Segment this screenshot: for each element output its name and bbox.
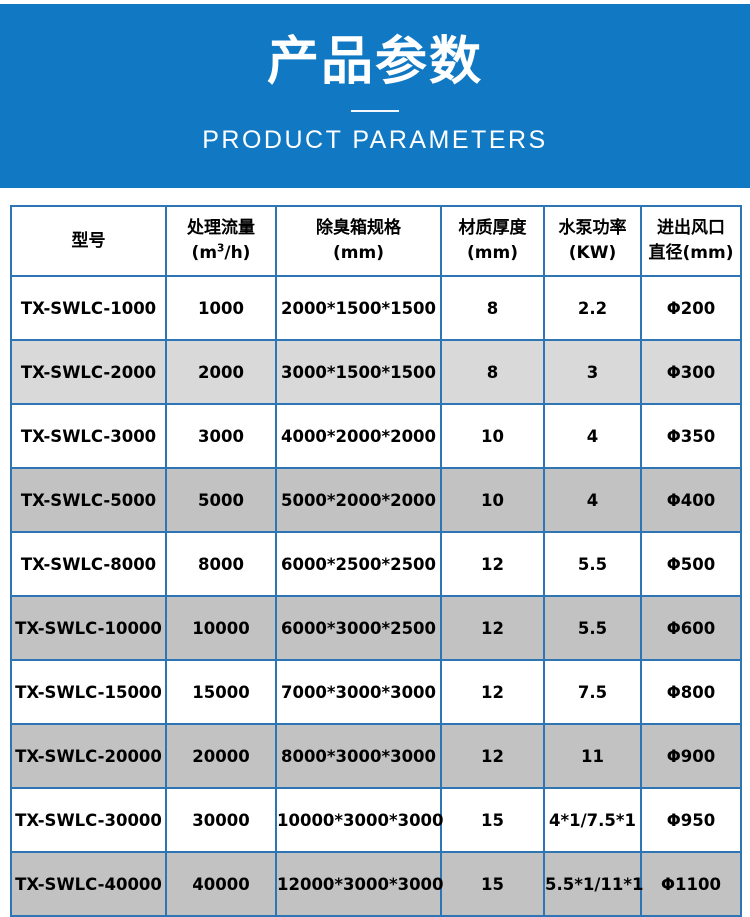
cell-model: TX-SWLC-30000 (10, 787, 167, 853)
cell-pump-power: 3 (543, 339, 642, 405)
cell-thickness: 15 (440, 787, 545, 853)
cell-box-spec: 12000*3000*3000 (275, 851, 444, 917)
cell-flow: 2000 (165, 339, 277, 405)
product-parameters-table: 型号 处理流量 (m3/h) 除臭箱规格 (mm) 材质厚度 (mm) 水泵功率… (10, 205, 742, 917)
cell-box-spec: 6000*3000*2500 (275, 595, 442, 661)
table-row: TX-SWLC-1000 1000 2000*1500*1500 8 2.2 Φ200 (10, 275, 742, 341)
cell-pump-power: 4*1/7.5*1 (543, 787, 642, 853)
cell-thickness: 10 (440, 467, 545, 533)
cell-flow: 8000 (165, 531, 277, 597)
column-header-pump-power-line1: 水泵功率 (558, 218, 627, 239)
cell-box-spec: 5000*2000*2000 (275, 467, 442, 533)
table-row: TX-SWLC-2000 2000 3000*1500*1500 8 3 Φ300 (10, 339, 742, 405)
cell-flow: 30000 (165, 787, 277, 853)
table-row: TX-SWLC-10000 10000 6000*3000*2500 12 5.5 Φ60… (10, 595, 742, 661)
cell-box-spec: 7000*3000*3000 (275, 659, 442, 725)
cell-model: TX-SWLC-5000 (10, 467, 167, 533)
cell-model: TX-SWLC-2000 (10, 339, 167, 405)
cell-thickness: 15 (440, 851, 545, 917)
cell-duct-diameter: Φ200 (640, 275, 742, 341)
column-header-duct-diameter: 进出风口 直径(mm) (640, 205, 742, 277)
column-header-thickness-line1: 材质厚度 (458, 218, 527, 239)
cell-duct-diameter: Φ400 (640, 467, 742, 533)
cell-box-spec: 4000*2000*2000 (275, 403, 442, 469)
cell-box-spec: 2000*1500*1500 (275, 275, 442, 341)
cell-thickness: 12 (440, 659, 545, 725)
table-body: TX-SWLC-1000 1000 2000*1500*1500 8 2.2 Φ200 TX… (10, 275, 742, 917)
cell-pump-power: 4 (543, 467, 642, 533)
cell-model: TX-SWLC-10000 (10, 595, 167, 661)
cell-model: TX-SWLC-40000 (10, 851, 167, 917)
column-header-flow: 处理流量 (m3/h) (165, 205, 277, 277)
cell-box-spec: 8000*3000*3000 (275, 723, 442, 789)
cell-duct-diameter: Φ800 (640, 659, 742, 725)
column-header-pump-power-line2: (KW) (568, 243, 617, 263)
cell-duct-diameter: Φ300 (640, 339, 742, 405)
table-row: TX-SWLC-8000 8000 6000*2500*2500 12 5.5 Φ500 (10, 531, 742, 597)
cell-duct-diameter: Φ900 (640, 723, 742, 789)
page-subtitle: PRODUCT PARAMETERS (202, 126, 548, 154)
column-header-box-spec-line2: (mm) (333, 243, 384, 263)
column-header-box-spec-line1: 除臭箱规格 (316, 218, 401, 239)
column-header-flow-line1: 处理流量 (187, 218, 255, 239)
column-header-flow-line2: (m3/h) (191, 242, 251, 263)
cell-flow: 3000 (165, 403, 277, 469)
cell-duct-diameter: Φ350 (640, 403, 742, 469)
table-row: TX-SWLC-30000 30000 10000*3000*3000 15 4*1/7… (10, 787, 742, 853)
cell-model: TX-SWLC-20000 (10, 723, 167, 789)
cell-flow: 40000 (165, 851, 277, 917)
cell-pump-power: 5.5 (543, 595, 642, 661)
cell-model: TX-SWLC-15000 (10, 659, 167, 725)
cell-pump-power: 2.2 (543, 275, 642, 341)
page-title: 产品参数 (266, 32, 483, 92)
table-header-row: 型号 处理流量 (m3/h) 除臭箱规格 (mm) 材质厚度 (mm) 水泵功率… (10, 205, 742, 277)
cell-pump-power: 4 (543, 403, 642, 469)
cell-duct-diameter: Φ1100 (640, 851, 742, 917)
cell-pump-power: 5.5*1/11*1 (543, 851, 643, 917)
column-header-thickness: 材质厚度 (mm) (440, 205, 545, 277)
title-divider (351, 110, 399, 112)
cell-flow: 15000 (165, 659, 277, 725)
cell-pump-power: 7.5 (543, 659, 642, 725)
cell-duct-diameter: Φ950 (640, 787, 742, 853)
table-row: TX-SWLC-5000 5000 5000*2000*2000 10 4 Φ400 (10, 467, 742, 533)
column-header-box-spec: 除臭箱规格 (mm) (275, 205, 442, 277)
cell-flow: 20000 (165, 723, 277, 789)
cell-thickness: 8 (440, 275, 545, 341)
cell-model: TX-SWLC-8000 (10, 531, 167, 597)
page-banner: 产品参数 PRODUCT PARAMETERS (0, 4, 750, 188)
cell-box-spec: 10000*3000*3000 (275, 787, 444, 853)
column-header-model: 型号 (10, 205, 167, 277)
column-header-duct-diameter-line1: 进出风口 (657, 218, 725, 239)
column-header-thickness-line2: (mm) (467, 243, 518, 263)
cell-box-spec: 3000*1500*1500 (275, 339, 442, 405)
cell-duct-diameter: Φ500 (640, 531, 742, 597)
cell-thickness: 10 (440, 403, 545, 469)
table-row: TX-SWLC-40000 40000 12000*3000*3000 15 5.5*1… (10, 851, 742, 917)
spec-table-container: 型号 处理流量 (m3/h) 除臭箱规格 (mm) 材质厚度 (mm) 水泵功率… (10, 205, 742, 917)
cell-duct-diameter: Φ600 (640, 595, 742, 661)
cell-thickness: 12 (440, 595, 545, 661)
cell-thickness: 12 (440, 531, 545, 597)
cell-model: TX-SWLC-3000 (10, 403, 167, 469)
column-header-model-line1: 型号 (71, 230, 106, 251)
cell-flow: 1000 (165, 275, 277, 341)
cell-thickness: 12 (440, 723, 545, 789)
table-header: 型号 处理流量 (m3/h) 除臭箱规格 (mm) 材质厚度 (mm) 水泵功率… (10, 205, 742, 277)
cell-box-spec: 6000*2500*2500 (275, 531, 442, 597)
cell-flow: 5000 (165, 467, 277, 533)
cell-pump-power: 11 (543, 723, 642, 789)
table-row: TX-SWLC-15000 15000 7000*3000*3000 12 7.5 Φ80… (10, 659, 742, 725)
table-row: TX-SWLC-3000 3000 4000*2000*2000 10 4 Φ350 (10, 403, 742, 469)
cell-flow: 10000 (165, 595, 277, 661)
column-header-duct-diameter-line2: 直径(mm) (648, 243, 734, 263)
table-row: TX-SWLC-20000 20000 8000*3000*3000 12 11 Φ900 (10, 723, 742, 789)
column-header-pump-power: 水泵功率 (KW) (543, 205, 642, 277)
cell-pump-power: 5.5 (543, 531, 642, 597)
cell-thickness: 8 (440, 339, 545, 405)
cell-model: TX-SWLC-1000 (10, 275, 167, 341)
